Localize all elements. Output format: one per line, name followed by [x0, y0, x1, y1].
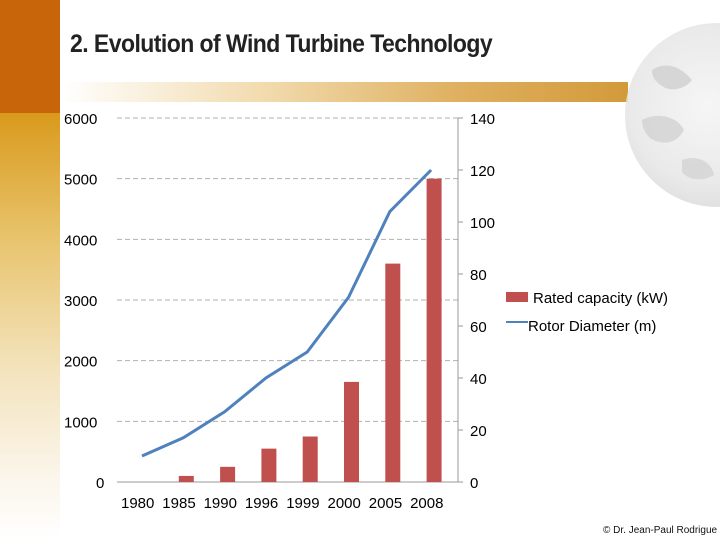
left-tick-label: 3000: [64, 293, 97, 310]
x-tick-label: 2005: [369, 495, 402, 512]
credit-text: © Dr. Jean-Paul Rodrigue: [603, 525, 718, 536]
x-tick-label: 2000: [328, 495, 361, 512]
left-tick-label: 6000: [64, 111, 97, 128]
legend-bar-swatch: [506, 292, 528, 302]
gridlines: [117, 117, 458, 422]
globe-decoration: [625, 23, 720, 207]
bar-1999: [302, 436, 318, 482]
x-axis-tick-labels: 1980 1985 1990 1996 1999 2000 2005 2008: [121, 495, 443, 512]
bar-2008: [426, 178, 442, 482]
right-tick-label: 40: [470, 371, 487, 388]
x-tick-label: 2008: [410, 495, 443, 512]
legend-label-capacity: Rated capacity (kW): [533, 290, 668, 307]
left-tick-label: 2000: [64, 354, 97, 371]
bar-1996: [261, 448, 277, 482]
legend-label-rotor: Rotor Diameter (m): [528, 318, 656, 335]
capacity-bars: [178, 178, 442, 482]
x-tick-label: 1999: [286, 495, 319, 512]
rotor-diameter-line: [141, 168, 433, 458]
left-band-orange: [0, 0, 60, 113]
x-tick-label: 1990: [204, 495, 237, 512]
axes: [117, 117, 463, 483]
title-underline-band: [60, 82, 628, 102]
right-tick-label: 100: [470, 215, 495, 232]
legend: Rated capacity (kW) Rotor Diameter (m): [506, 290, 668, 335]
left-axis-tick-labels: 0 1000 2000 3000 4000 5000 6000: [64, 111, 104, 492]
right-tick-label: 0: [470, 475, 478, 492]
left-tick-label: 0: [96, 475, 104, 492]
x-tick-label: 1980: [121, 495, 154, 512]
left-tick-label: 1000: [64, 414, 97, 431]
page-title: 2. Evolution of Wind Turbine Technology: [70, 30, 493, 58]
bar-1985: [178, 475, 194, 482]
right-tick-label: 80: [470, 267, 487, 284]
left-band-gradient: [0, 113, 60, 540]
bar-2005: [385, 263, 401, 482]
x-tick-label: 1996: [245, 495, 278, 512]
x-tick-label: 1985: [162, 495, 195, 512]
bar-2000: [344, 381, 359, 482]
right-tick-label: 20: [470, 423, 487, 440]
bar-1990: [220, 466, 236, 482]
right-tick-label: 140: [470, 111, 495, 128]
right-axis-tick-labels: 0 20 40 60 80 100 120 140: [470, 111, 495, 492]
right-tick-label: 60: [470, 319, 487, 336]
left-tick-label: 4000: [64, 232, 97, 249]
left-tick-label: 5000: [64, 172, 97, 189]
right-tick-label: 120: [470, 163, 495, 180]
